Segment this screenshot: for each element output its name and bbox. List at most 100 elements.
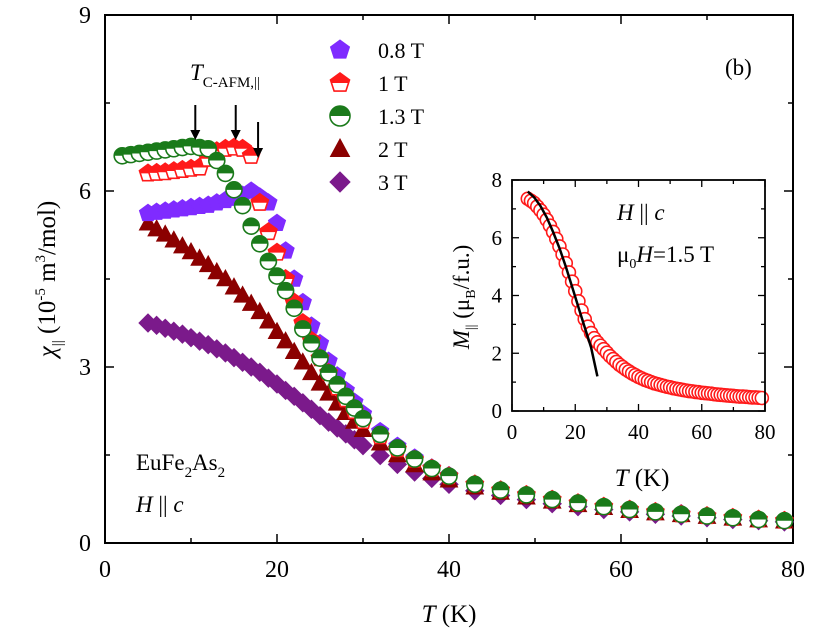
data-point	[190, 248, 209, 266]
inset-y-tick-label: 4	[492, 284, 503, 308]
inset-x-tick-label: 0	[507, 420, 518, 444]
data-point	[672, 505, 691, 524]
data-point	[698, 507, 716, 525]
data-point	[293, 320, 312, 338]
x-tick-label: 80	[781, 557, 805, 583]
data-point	[620, 500, 639, 519]
legend-label: 0.8 T	[378, 38, 425, 63]
inset-y-tick-label: 0	[492, 399, 503, 423]
y-tick-label: 0	[79, 531, 91, 557]
legend-item: 2 T	[329, 137, 408, 162]
data-point	[267, 321, 287, 340]
legend-marker	[329, 105, 351, 127]
transition-arrow	[230, 105, 241, 140]
inset-x-tick-label: 60	[691, 420, 712, 444]
data-point	[216, 164, 235, 183]
legend: 0.8 T 1 T 1.3 T 2 T 3 T	[329, 38, 425, 195]
inset-y-tick-labels: 0 2 4 6 8	[492, 168, 503, 423]
inset-x-axis-label: T (K)	[615, 465, 670, 492]
x-tick-label: 0	[99, 557, 111, 583]
x-tick-label: 20	[265, 557, 289, 583]
data-point	[259, 311, 278, 329]
inset-fit-curve	[526, 190, 599, 377]
data-point	[319, 364, 338, 382]
data-point	[225, 181, 243, 199]
data-point	[465, 475, 484, 494]
legend-item: 1 T	[329, 71, 408, 96]
data-point	[233, 285, 252, 303]
data-point	[749, 510, 768, 529]
data-point	[405, 450, 424, 468]
data-point	[138, 213, 158, 231]
data-point	[723, 508, 742, 527]
data-point	[422, 459, 441, 478]
inset-annotation-value: μ0H=1.5 T	[617, 242, 714, 272]
legend-marker	[329, 137, 351, 157]
data-point	[276, 281, 295, 300]
inset-ticks	[511, 179, 766, 412]
data-point	[569, 494, 587, 512]
data-point	[310, 373, 330, 391]
series-1-3-T	[113, 137, 794, 530]
data-point	[250, 192, 270, 211]
inset-data-point	[754, 390, 770, 406]
data-point	[250, 301, 270, 320]
x-tick-labels: 0 20 40 60 80	[99, 557, 805, 583]
data-point	[370, 445, 390, 466]
x-tick-label: 60	[609, 557, 633, 583]
legend-marker	[329, 39, 351, 59]
transition-label: TC-AFM,||	[190, 60, 260, 91]
data-point	[302, 362, 321, 381]
inset-y-axis-label: M|| (μB/f.u.)	[449, 245, 479, 351]
data-point	[242, 217, 260, 235]
data-point	[775, 511, 794, 530]
data-point	[388, 439, 407, 457]
data-point	[302, 334, 321, 353]
inset-annotation-field: H || c	[616, 200, 665, 225]
data-point	[224, 277, 244, 295]
x-tick-label: 40	[437, 557, 461, 583]
y-tick-label: 9	[79, 3, 91, 29]
inset-x-tick-label: 40	[628, 420, 649, 444]
transition-arrow	[190, 105, 201, 140]
inset-y-tick-label: 6	[492, 226, 503, 250]
data-point	[208, 151, 226, 170]
inset-markers	[520, 191, 770, 406]
data-point	[328, 375, 347, 394]
transition-arrows	[190, 105, 264, 158]
data-point	[353, 435, 373, 456]
main-markers	[113, 137, 795, 532]
svg-text:χ|| (10-5 m3/mol): χ|| (10-5 m3/mol)	[33, 201, 66, 359]
data-point	[440, 467, 458, 485]
data-point	[173, 236, 192, 254]
inset-y-tick-label: 8	[492, 168, 503, 192]
legend-item: 3 T	[329, 170, 408, 195]
data-point	[181, 241, 201, 260]
data-point	[491, 481, 510, 500]
data-point	[285, 299, 304, 318]
inset-chart: 0 20 40 60 80 0 2 4 6 8 T (K) M|| (μB/f.u.) H ||…	[449, 168, 776, 492]
legend-item: 1.3 T	[329, 104, 425, 129]
sample-formula: EuFe2As2	[136, 450, 225, 481]
inset-x-tick-label: 20	[565, 420, 586, 444]
data-point	[268, 267, 286, 285]
data-point	[155, 224, 175, 242]
data-point	[259, 252, 278, 271]
inset-x-tick-label: 80	[755, 420, 776, 444]
data-point	[354, 409, 372, 428]
legend-label: 1 T	[378, 71, 408, 96]
data-point	[517, 486, 536, 504]
data-point	[164, 230, 184, 248]
data-point	[207, 261, 227, 280]
y-tick-labels: 0 3 6 9	[79, 3, 91, 557]
data-point	[594, 497, 613, 516]
data-point	[646, 503, 665, 521]
inset-y-tick-label: 2	[492, 341, 503, 365]
transition-arrow	[253, 122, 264, 158]
data-point	[371, 425, 390, 444]
field-direction: H || c	[135, 492, 184, 517]
data-point	[216, 268, 235, 287]
panel-label: (b)	[725, 55, 752, 80]
data-point	[336, 387, 355, 406]
